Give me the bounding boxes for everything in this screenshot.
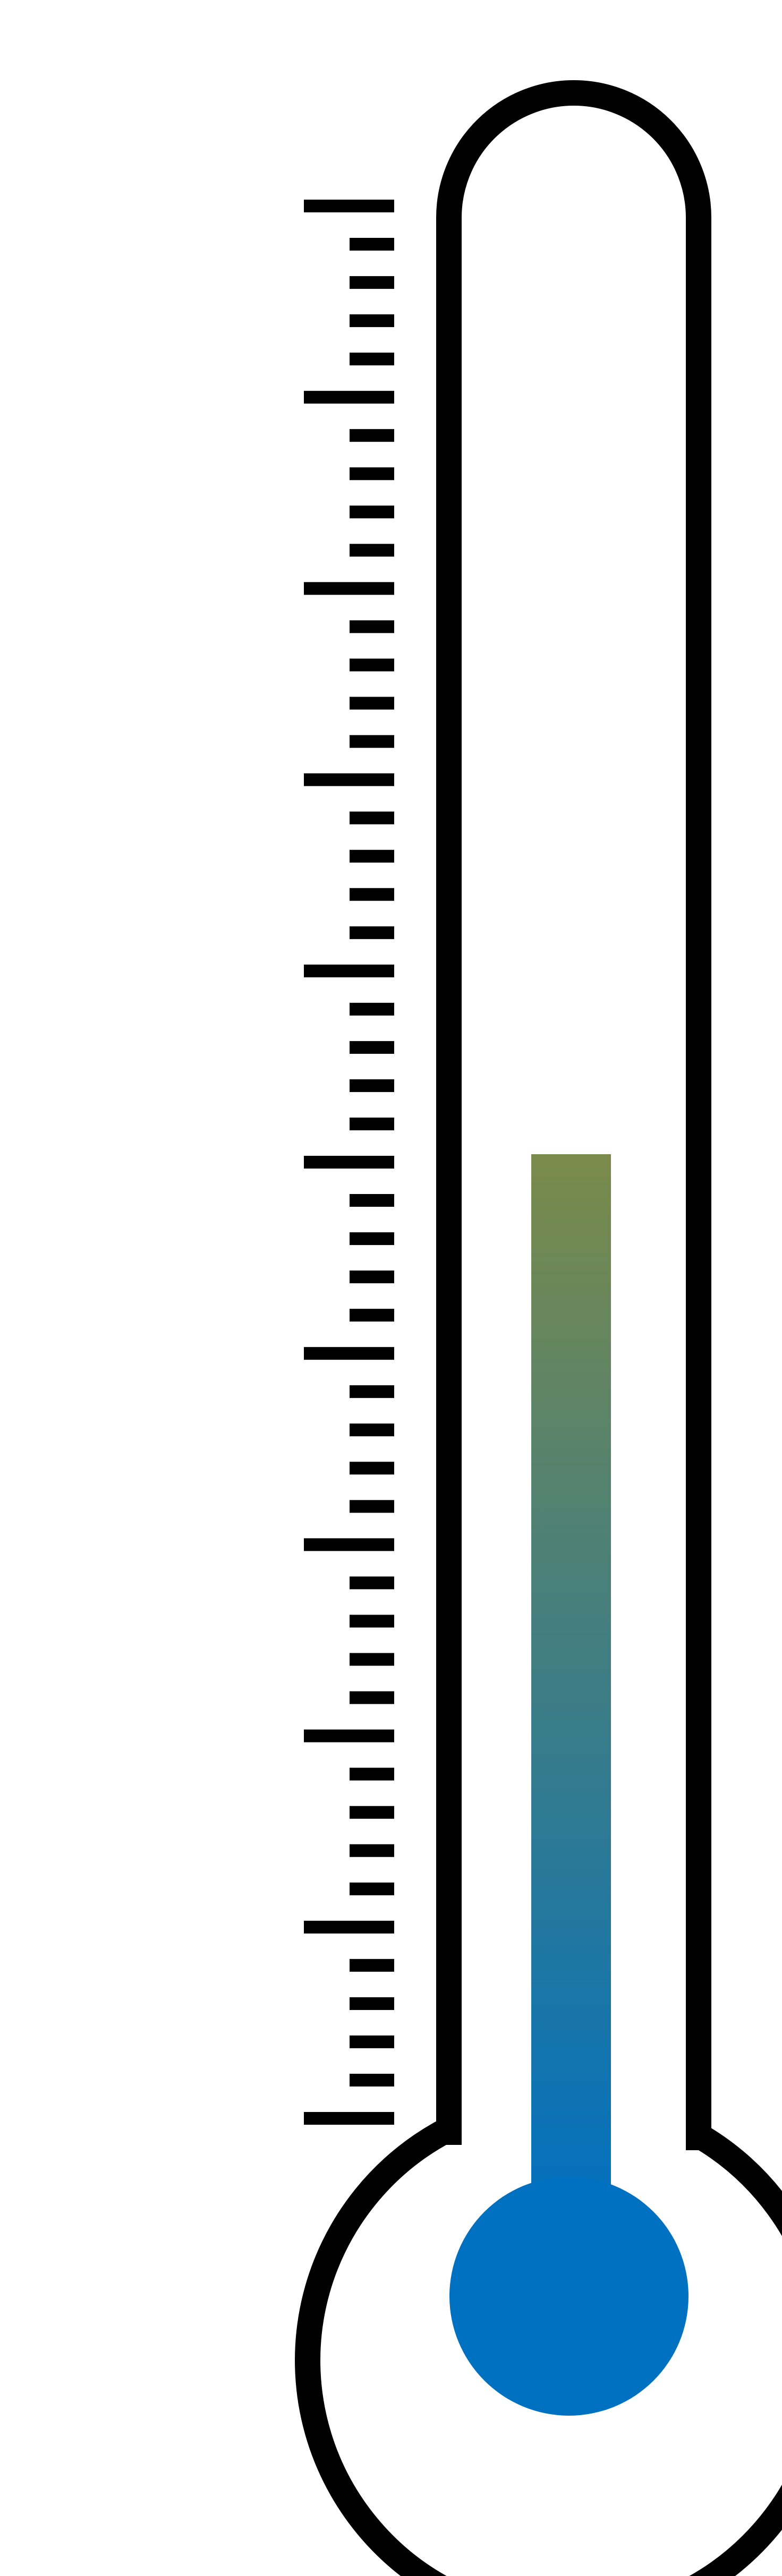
- minor-tick: [350, 1844, 394, 1857]
- minor-tick: [350, 1882, 394, 1895]
- minor-tick: [350, 1270, 394, 1284]
- minor-tick: [350, 811, 394, 825]
- tube-joint-right: [686, 228, 711, 300]
- minor-tick: [350, 1615, 394, 1628]
- minor-tick: [350, 697, 394, 710]
- minor-tick: [350, 620, 394, 633]
- major-tick: [304, 773, 394, 786]
- tube-joint-left: [436, 218, 462, 300]
- minor-tick: [350, 1309, 394, 1322]
- minor-tick: [350, 1576, 394, 1590]
- thermometer-bulb: [449, 2177, 688, 2416]
- minor-tick: [350, 888, 394, 901]
- minor-tick: [350, 1385, 394, 1398]
- minor-tick: [350, 849, 394, 863]
- minor-tick: [350, 505, 394, 519]
- minor-tick: [350, 353, 394, 366]
- scale-ticks: [304, 200, 394, 2125]
- minor-tick: [350, 1806, 394, 1819]
- minor-tick: [350, 429, 394, 442]
- tube-joint-bottom-left: [436, 2116, 462, 2145]
- major-tick: [304, 391, 394, 404]
- minor-tick: [350, 276, 394, 289]
- minor-tick: [350, 1041, 394, 1054]
- minor-tick: [350, 926, 394, 939]
- minor-tick: [350, 1118, 394, 1130]
- minor-tick: [350, 1079, 394, 1092]
- minor-tick: [350, 1423, 394, 1437]
- major-tick: [304, 200, 394, 212]
- minor-tick: [350, 1959, 394, 1972]
- minor-tick: [350, 1232, 394, 1246]
- major-tick: [304, 964, 394, 977]
- minor-tick: [350, 1500, 394, 1513]
- minor-tick: [350, 658, 394, 672]
- minor-tick: [350, 1462, 394, 1475]
- mercury-column: [531, 1154, 611, 2222]
- major-tick: [304, 1156, 394, 1169]
- minor-tick: [350, 2074, 394, 2086]
- minor-tick: [350, 1653, 394, 1666]
- major-tick: [304, 1920, 394, 1934]
- minor-tick: [350, 735, 394, 748]
- minor-tick: [350, 1691, 394, 1704]
- minor-tick: [350, 2035, 394, 2048]
- minor-tick: [350, 238, 394, 251]
- minor-tick: [350, 1002, 394, 1016]
- minor-tick: [350, 1997, 394, 2010]
- major-tick: [304, 582, 394, 595]
- minor-tick: [350, 544, 394, 557]
- major-tick: [304, 1347, 394, 1360]
- minor-tick: [350, 467, 394, 480]
- tube-joint-bottom-right: [686, 2121, 711, 2150]
- major-tick: [304, 1729, 394, 1742]
- minor-tick: [350, 1194, 394, 1207]
- major-tick: [304, 2112, 394, 2125]
- minor-tick: [350, 314, 394, 328]
- minor-tick: [350, 1767, 394, 1781]
- major-tick: [304, 1538, 394, 1551]
